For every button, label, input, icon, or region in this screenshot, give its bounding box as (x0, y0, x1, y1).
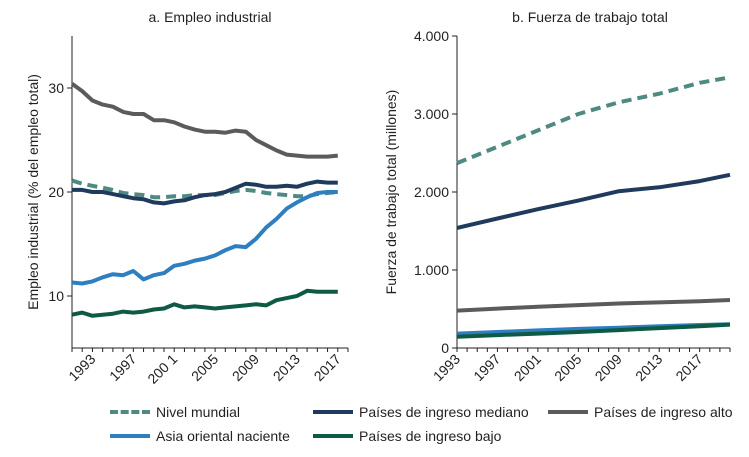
legend: Nivel mundial Países de ingreso mediano … (0, 400, 749, 457)
legend-swatch-middle (313, 410, 353, 414)
series-line-high (456, 298, 731, 313)
y-tick-label: 30 (48, 80, 64, 96)
x-tick-label: 2009 (229, 351, 262, 384)
x-tick-label: 2017 (672, 351, 705, 384)
y-tick-label: 10 (48, 288, 64, 304)
legend-label-high: Países de ingreso alto (594, 404, 733, 420)
y-tick-label: 0 (441, 340, 449, 356)
legend-label-world: Nivel mundial (156, 404, 241, 420)
y-tick-label: 2.000 (414, 184, 449, 200)
chart-title: a. Empleo industrial (149, 9, 272, 25)
x-tick-label: 2001 (511, 351, 544, 384)
y-tick-label: 20 (48, 184, 64, 200)
series-line-low (71, 288, 338, 318)
legend-item-world: Nivel mundial (110, 404, 240, 420)
x-tick-label: 2017 (311, 351, 344, 384)
x-tick-label: 200 1 (144, 351, 180, 387)
y-axis-label: Fuerza de trabajo total (millones) (383, 90, 399, 295)
x-tick-label: 1993 (65, 351, 98, 384)
series-line-low (456, 322, 731, 339)
legend-swatch-world (110, 410, 150, 414)
x-tick-label: 2013 (632, 351, 665, 384)
y-axis-label: Empleo industrial (% del empleo total) (25, 74, 41, 310)
series-line-high (70, 82, 338, 159)
x-tick-label: 2009 (592, 351, 625, 384)
legend-item-eap: Asia oriental naciente (110, 428, 290, 444)
series-line-middle (72, 179, 338, 206)
panel-total-labor-force: b. Fuerza de trabajo total Fuerza de trab… (383, 9, 731, 384)
chart-title: b. Fuerza de trabajo total (512, 9, 668, 25)
legend-item-low: Países de ingreso bajo (313, 428, 501, 444)
series-line-middle (456, 172, 731, 230)
legend-swatch-low (313, 434, 353, 438)
legend-label-eap: Asia oriental naciente (156, 428, 290, 444)
y-tick-label: 1.000 (414, 262, 449, 278)
legend-label-low: Países de ingreso bajo (359, 428, 502, 444)
y-tick-label: 4.000 (414, 28, 449, 44)
series-line-world (456, 75, 731, 165)
x-tick-label: 1997 (106, 351, 139, 384)
panel-industrial-employment: a. Empleo industrial Empleo industrial (%… (25, 9, 349, 387)
x-tick-label: 2005 (551, 351, 584, 384)
legend-item-high: Países de ingreso alto (548, 404, 733, 420)
legend-label-middle: Países de ingreso mediano (359, 404, 529, 420)
x-tick-label: 2005 (188, 351, 221, 384)
y-tick-label: 3.000 (414, 106, 449, 122)
legend-swatch-high (548, 410, 588, 414)
x-tick-label: 2013 (270, 351, 303, 384)
x-tick-label: 1993 (430, 351, 463, 384)
legend-swatch-eap (110, 434, 150, 438)
legend-item-middle: Países de ingreso mediano (313, 404, 529, 420)
x-tick-label: 1997 (470, 351, 503, 384)
series-line-eap (71, 190, 338, 286)
